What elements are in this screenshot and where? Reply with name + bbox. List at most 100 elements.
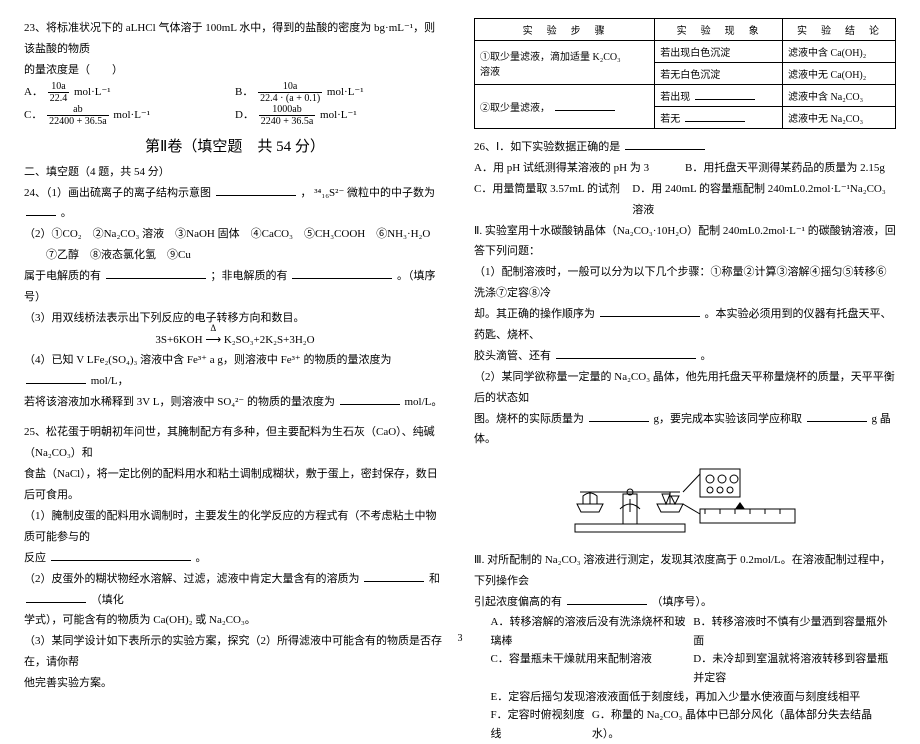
- answer-blank: [51, 551, 191, 561]
- q26-opt-a: A．用 pH 试纸测得某溶液的 pH 为 3: [474, 158, 685, 179]
- q25-l8: 他完善实验方案。: [24, 673, 446, 694]
- answer-blank: [292, 269, 392, 279]
- q24-l4: 属于电解质的有 ；非电解质的有 。（填序号）: [24, 266, 446, 308]
- experiment-table: 实 验 步 骤 实 验 现 象 实 验 结 论 ①取少量滤液，滴加适量 K₂CO…: [474, 18, 896, 129]
- table-cell: 滤液中无 Ca(OH)₂: [783, 63, 896, 85]
- answer-blank: [340, 395, 400, 405]
- q24-l4b: ；非电解质的有: [211, 270, 288, 282]
- q23-choice-a: A． 10a 22.4 mol·L⁻¹: [24, 81, 235, 104]
- q26-l1-text: 26、Ⅰ．如下实验数据正确的是: [474, 141, 620, 153]
- q26-II-l6: 图。烧杯的实际质量为 g，要完成本实验该同学应称取 g 晶体。: [474, 409, 896, 451]
- balance-base: [575, 524, 685, 532]
- answer-blank: [807, 412, 867, 422]
- table-row: 实 验 步 骤 实 验 现 象 实 验 结 论: [475, 19, 896, 41]
- table-header: 实 验 步 骤: [475, 19, 655, 41]
- weight-icon: [718, 475, 726, 483]
- q26-II-l5: （2）某同学欲称量一定量的 Na₂CO₃ 晶体，他先用托盘天平称量烧杯的质量，天…: [474, 367, 896, 409]
- balance-svg: [565, 454, 805, 544]
- q24-l1b: ，: [301, 187, 312, 199]
- table-row: ②取少量滤液， 若出现 滤液中含 Na₂CO₃: [475, 85, 896, 107]
- q25-l4: 反应 。: [24, 548, 446, 569]
- q23-choice-c: C． ab 22400 + 36.5a mol·L⁻¹: [24, 104, 235, 127]
- left-pan: [577, 504, 603, 512]
- q24-l4a: 属于电解质的有: [24, 270, 101, 282]
- answer-blank: [589, 412, 649, 422]
- cell-text: 溶液: [480, 67, 500, 78]
- q26-III-l2b: （填序号）。: [652, 596, 713, 608]
- fraction-num: 1000ab: [259, 104, 316, 116]
- answer-blank: [695, 91, 755, 100]
- q25-l5: （2）皮蛋外的糊状物经水溶解、过滤，滤液中肯定大量含有的溶质为 和 （填化: [24, 569, 446, 611]
- answer-blank: [106, 269, 206, 279]
- q26-II-l2: （1）配制溶液时，一般可以分为以下几个步骤：①称量②计算③溶解④摇匀⑤转移⑥洗涤…: [474, 262, 896, 304]
- q26-II-l6a: 图。烧杯的实际质量为: [474, 413, 584, 425]
- q26-opt-d: D．用 240mL 的容量瓶配制 240mL0.2mol·L⁻¹Na₂CO₃ 溶…: [632, 179, 896, 221]
- q26-II-l3a: 却。其正确的操作顺序为: [474, 308, 595, 320]
- part2-header: 第Ⅱ卷（填空题 共 54 分）: [24, 135, 446, 156]
- answer-blank: [556, 349, 696, 359]
- answer-blank: [26, 374, 86, 384]
- weight-icon: [706, 475, 714, 483]
- arrow-symbol: ⟶: [205, 334, 221, 346]
- reaction-arrow: Δ ⟶: [205, 333, 221, 346]
- q24-l7a: 若将该溶液加水稀释到 3V L，则溶液中 SO₄²⁻ 的物质的量浓度为: [24, 396, 335, 408]
- choice-unit: mol·L⁻¹: [74, 86, 111, 98]
- table-cell: 滤液中无 Na₂CO₃: [783, 107, 896, 129]
- q23-choice-b: B． 10a 22.4 · (a + 0.1) mol·L⁻¹: [235, 81, 446, 104]
- table-cell: 若出现: [655, 85, 783, 107]
- q23-choices: A． 10a 22.4 mol·L⁻¹ B． 10a 22.4 · (a + 0…: [24, 81, 446, 127]
- table-header: 实 验 现 象: [655, 19, 783, 41]
- table-header: 实 验 结 论: [783, 19, 896, 41]
- q26-opt-g: G．称量的 Na₂CO₃ 晶体中已部分风化（晶体部分失去结晶水）。: [592, 706, 896, 743]
- q24-l1: 24、（1）画出硫离子的离子结构示意图 ， ³⁴₁₆S²⁻ 微粒中的中子数为 。: [24, 183, 446, 225]
- q26-III-l2: 引起浓度偏高的有 （填序号）。: [474, 592, 896, 613]
- guide-line: [683, 504, 700, 514]
- cell-text: ②取少量滤液，: [480, 103, 550, 114]
- fraction: 10a 22.4 · (a + 0.1): [258, 81, 322, 104]
- q26-opt-d2: D．未冷却到室温就将溶液转移到容量瓶并定容: [693, 650, 896, 687]
- q23-choice-d: D． 1000ab 2240 + 36.5a mol·L⁻¹: [235, 104, 446, 127]
- q25-l1: 25、松花蛋于明朝初年问世，其腌制配方有多种，但主要配料为生石灰（CaO）、纯碱…: [24, 422, 446, 464]
- choice-label: B．: [235, 86, 253, 98]
- answer-blank: [555, 102, 615, 111]
- fraction-den: 2240 + 36.5a: [259, 116, 316, 127]
- q25-l2: 食盐（NaCl），将一定比例的配料用水和粘土调制成糊状，敷于蛋上，密封保存，数日…: [24, 464, 446, 506]
- answer-blank: [216, 186, 296, 196]
- choice-label: D．: [235, 109, 254, 121]
- q26-II-l1: Ⅱ. 实验室用十水碳酸钠晶体（Na₂CO₃·10H₂O）配制 240mL0.2m…: [474, 221, 896, 263]
- fraction: ab 22400 + 36.5a: [47, 104, 109, 127]
- answer-blank: [26, 207, 56, 217]
- answer-blank: [685, 113, 745, 122]
- answer-blank: [625, 140, 705, 150]
- q26-opt-a2: A．转移溶解的溶液后没有洗涤烧杯和玻璃棒: [491, 613, 694, 650]
- q25-l7: （3）某同学设计如下表所示的实验方案，探究（2）所得滤液中可能含有的物质是否存在…: [24, 631, 446, 673]
- fraction-den: 22.4 · (a + 0.1): [258, 93, 322, 104]
- fraction-num: 10a: [48, 81, 70, 93]
- q26-II-l4a: 胶头滴管、还有: [474, 350, 551, 362]
- choice-label: C．: [24, 109, 42, 121]
- q24-l2: （2）①CO₂ ②Na₂CO₃ 溶液 ③NaOH 固体 ④CaCO₃ ⑤CH₃C…: [24, 224, 446, 245]
- eq-rhs: K₂SO₃+2K₂S+3H₂O: [224, 334, 315, 346]
- right-pan: [657, 504, 683, 512]
- q24-l3: ⑦乙醇 ⑧液态氯化氢 ⑨Cu: [24, 245, 446, 266]
- q26-II-l6b: g，要完成本实验该同学应称取: [654, 413, 803, 425]
- answer-blank: [600, 307, 700, 317]
- answer-blank: [364, 572, 424, 582]
- right-column: 实 验 步 骤 实 验 现 象 实 验 结 论 ①取少量滤液，滴加适量 K₂CO…: [474, 18, 896, 744]
- q24-l6a: （4）已知 V LFe₂(SO₄)₃ 溶液中含 Fe³⁺ a g，则溶液中 Fe…: [24, 354, 391, 366]
- q25-l5a: （2）皮蛋外的糊状物经水溶解、过滤，滤液中肯定大量含有的溶质为: [24, 573, 360, 585]
- table-cell: 滤液中含 Na₂CO₃: [783, 85, 896, 107]
- choice-unit: mol·L⁻¹: [320, 109, 357, 121]
- weight-icon: [730, 475, 738, 483]
- q26-II-l4: 胶头滴管、还有 。: [474, 346, 896, 367]
- answer-blank: [567, 595, 647, 605]
- q24-l6: （4）已知 V LFe₂(SO₄)₃ 溶液中含 Fe³⁺ a g，则溶液中 Fe…: [24, 350, 446, 392]
- q25-l5b: 和: [429, 573, 440, 585]
- choice-unit: mol·L⁻¹: [327, 86, 364, 98]
- table-cell: 滤液中含 Ca(OH)₂: [783, 41, 896, 63]
- q26-III-l2a: 引起浓度偏高的有: [474, 596, 562, 608]
- fraction: 1000ab 2240 + 36.5a: [259, 104, 316, 127]
- q24-l7: 若将该溶液加水稀释到 3V L，则溶液中 SO₄²⁻ 的物质的量浓度为 mol/…: [24, 392, 446, 413]
- fraction-num: ab: [47, 104, 109, 116]
- q25-l4a: 反应: [24, 552, 46, 564]
